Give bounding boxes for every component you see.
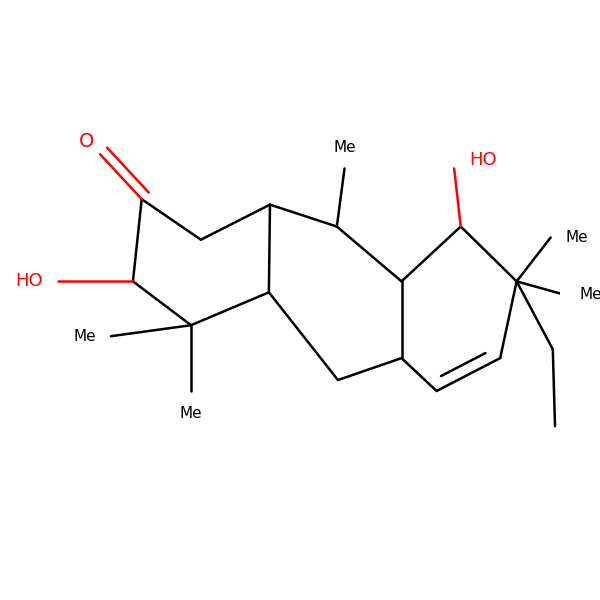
Text: Me: Me bbox=[333, 140, 356, 155]
Text: HO: HO bbox=[469, 151, 497, 169]
Text: O: O bbox=[79, 131, 95, 151]
Text: Me: Me bbox=[566, 230, 589, 245]
Text: Me: Me bbox=[180, 406, 202, 421]
Text: HO: HO bbox=[16, 272, 43, 290]
Text: Me: Me bbox=[73, 329, 95, 344]
Text: Me: Me bbox=[579, 287, 600, 302]
